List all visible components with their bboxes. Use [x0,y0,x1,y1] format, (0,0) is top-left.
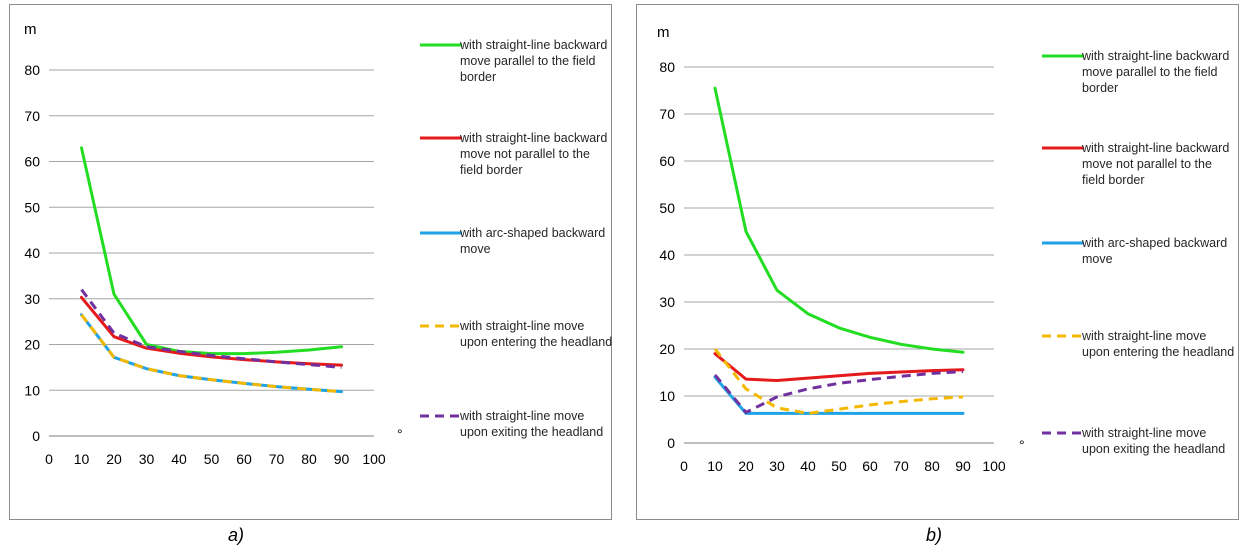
y-tick-label: 0 [32,428,40,444]
x-tick-label: 0 [680,458,688,474]
y-tick-label: 70 [659,106,675,122]
x-tick-label: 0 [45,451,53,467]
x-tick-label: 70 [269,451,285,467]
chart-panel-b: 0 10 20 30 40 50 60 70 80 0 10 20 30 40 50 60 70 80 90 100 m… [636,4,1239,520]
y-tick-label: 50 [659,200,675,216]
legend-swatch [1042,146,1084,150]
series-line-1 [80,146,343,356]
legend-label: with straight-line backward move not par… [1082,141,1230,187]
x-tick-label: 60 [236,451,252,467]
x-tick-label: 80 [924,458,940,474]
series-line-2 [713,352,965,382]
legend-label: with straight-line move upon exiting the… [460,409,604,439]
legend-swatch [1042,334,1084,338]
y-tick-label: 20 [659,341,675,357]
legend-swatch [420,43,462,47]
legend-swatch [1042,241,1084,245]
x-tick-label: 30 [139,451,155,467]
legend-label: with straight-line backward move not par… [460,131,608,177]
x-tick-label: 100 [362,451,386,467]
x-tick-label: 20 [738,458,754,474]
x-tick-label: 20 [106,451,122,467]
legend-swatch [420,136,462,140]
y-tick-label: 80 [24,62,40,78]
legend-swatch [420,231,462,235]
legend-label: with straight-line move upon entering th… [460,319,613,349]
chart-b-svg: 0 10 20 30 40 50 60 70 80 0 10 20 30 40 50 60 70 80 90 100 m… [657,24,1025,474]
chart-a-svg: 0 10 20 30 40 50 60 70 80 0 10 20 30 40 50 60 70 80 90 100 m… [24,21,403,467]
y-tick-label: 40 [24,245,40,261]
legend-swatch [1042,431,1084,435]
legend-swatch [420,324,462,328]
x-tick-label: 90 [334,451,350,467]
caption-a: a) [228,525,245,545]
legend-label: with arc-shaped backward move [1082,236,1228,266]
y-tick-label: 30 [659,294,675,310]
legend-label: with arc-shaped backward move [460,226,606,256]
series-line-5 [80,288,342,369]
y-axis-unit: m [24,21,37,38]
y-tick-label: 10 [659,388,675,404]
y-tick-label: 60 [659,153,675,169]
legend-swatch [1042,54,1084,58]
x-tick-label: 80 [301,451,317,467]
y-tick-label: 70 [24,108,40,124]
x-axis-unit: ° [1019,437,1025,453]
x-tick-label: 10 [74,451,90,467]
legend-label: with straight-line move upon entering th… [1082,329,1235,359]
x-tick-label: 40 [800,458,816,474]
x-tick-label: 30 [769,458,785,474]
y-tick-label: 60 [24,154,40,170]
y-tick-label: 40 [659,247,675,263]
x-axis-unit: ° [397,426,403,442]
x-tick-label: 70 [893,458,909,474]
legend-label: with straight-line move upon exiting the… [1082,426,1226,456]
x-tick-label: 50 [831,458,847,474]
x-tick-label: 100 [982,458,1006,474]
series-line-5 [713,370,964,414]
y-tick-label: 80 [659,59,675,75]
chart-panel-a: 0 10 20 30 40 50 60 70 80 0 10 20 30 40 50 60 70 80 90 100 m… [9,4,612,520]
caption-b: b) [926,525,943,545]
y-tick-label: 0 [667,435,675,451]
x-tick-label: 10 [707,458,723,474]
series-line-3 [713,375,965,415]
x-tick-label: 60 [862,458,878,474]
legend-swatch [420,414,462,418]
y-axis-unit: m [657,24,670,41]
x-tick-label: 40 [171,451,187,467]
x-tick-label: 90 [955,458,971,474]
series-line-1 [713,86,965,354]
y-tick-label: 50 [24,199,40,215]
legend-label: with straight-line backward move paralle… [460,38,608,84]
y-tick-label: 10 [24,382,40,398]
series-line-4 [80,313,342,394]
y-tick-label: 30 [24,291,40,307]
legend-label: with straight-line backward move paralle… [1082,49,1230,95]
series-line-4 [713,348,964,415]
y-tick-label: 20 [24,337,40,353]
x-tick-label: 50 [204,451,220,467]
